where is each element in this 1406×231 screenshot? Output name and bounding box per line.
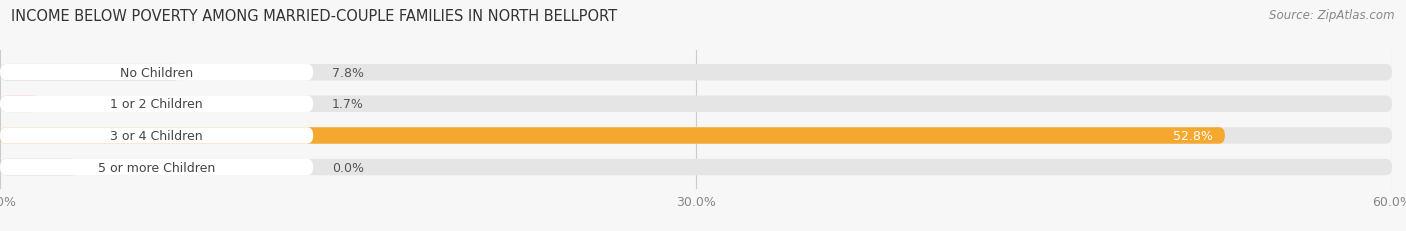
FancyBboxPatch shape [0, 159, 314, 176]
Text: No Children: No Children [120, 66, 193, 79]
FancyBboxPatch shape [0, 128, 1392, 144]
FancyBboxPatch shape [0, 159, 1392, 176]
FancyBboxPatch shape [0, 96, 314, 112]
Text: 5 or more Children: 5 or more Children [98, 161, 215, 174]
Text: 1 or 2 Children: 1 or 2 Children [110, 98, 202, 111]
FancyBboxPatch shape [0, 65, 314, 81]
Text: INCOME BELOW POVERTY AMONG MARRIED-COUPLE FAMILIES IN NORTH BELLPORT: INCOME BELOW POVERTY AMONG MARRIED-COUPL… [11, 9, 617, 24]
FancyBboxPatch shape [0, 65, 181, 81]
FancyBboxPatch shape [0, 65, 1392, 81]
Text: 52.8%: 52.8% [1174, 129, 1213, 142]
Text: 3 or 4 Children: 3 or 4 Children [110, 129, 202, 142]
Text: 1.7%: 1.7% [332, 98, 364, 111]
FancyBboxPatch shape [0, 128, 1225, 144]
FancyBboxPatch shape [0, 159, 79, 176]
FancyBboxPatch shape [0, 96, 39, 112]
FancyBboxPatch shape [0, 128, 314, 144]
Text: Source: ZipAtlas.com: Source: ZipAtlas.com [1270, 9, 1395, 22]
Text: 0.0%: 0.0% [332, 161, 364, 174]
Text: 7.8%: 7.8% [332, 66, 364, 79]
FancyBboxPatch shape [0, 96, 1392, 112]
